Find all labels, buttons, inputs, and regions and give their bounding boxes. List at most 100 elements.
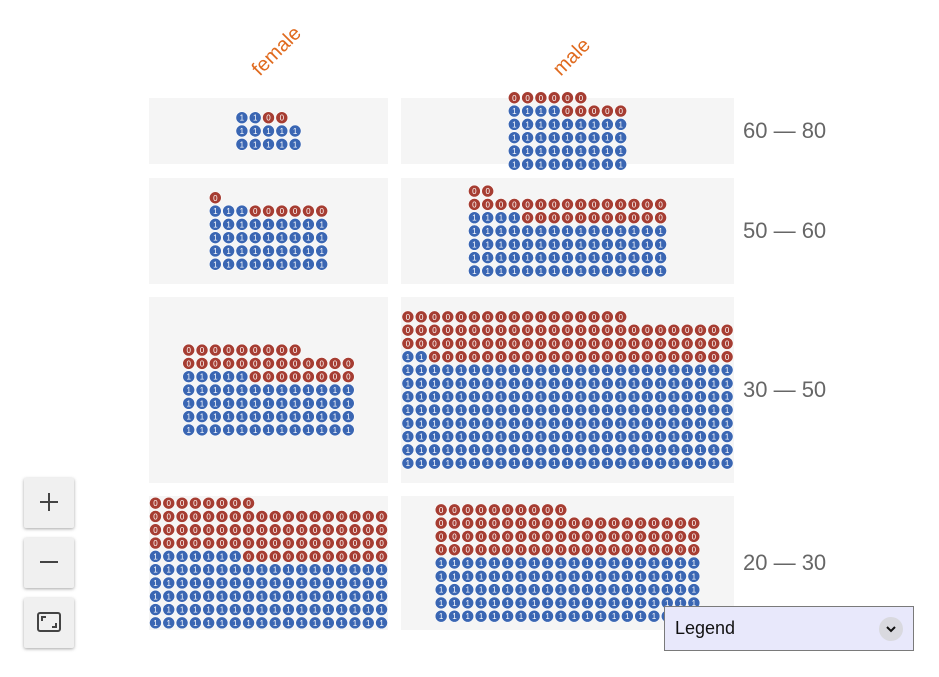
unit-dot[interactable]: 1: [222, 218, 235, 231]
unit-dot[interactable]: 1: [640, 443, 654, 457]
unit-dot[interactable]: 0: [375, 550, 388, 563]
unit-dot[interactable]: 1: [561, 377, 574, 390]
unit-dot[interactable]: 1: [660, 596, 674, 610]
unit-dot[interactable]: 0: [288, 343, 302, 357]
unit-dot[interactable]: 0: [262, 111, 275, 124]
unit-dot[interactable]: 0: [494, 310, 508, 324]
unit-dot[interactable]: 1: [594, 556, 608, 570]
unit-dot[interactable]: 1: [501, 583, 514, 596]
unit-dot[interactable]: 0: [694, 323, 707, 337]
unit-dot[interactable]: 1: [574, 264, 588, 278]
unit-dot[interactable]: 1: [567, 569, 581, 583]
unit-dot[interactable]: 1: [215, 589, 229, 603]
unit-dot[interactable]: 0: [474, 503, 488, 517]
unit-dot[interactable]: 1: [501, 556, 514, 570]
unit-dot[interactable]: 1: [534, 131, 548, 144]
unit-dot[interactable]: 1: [209, 396, 222, 410]
unit-dot[interactable]: 0: [182, 357, 195, 370]
unit-dot[interactable]: 1: [202, 603, 215, 616]
unit-dot[interactable]: 1: [501, 596, 514, 610]
unit-dot[interactable]: 1: [561, 238, 574, 251]
unit-dot[interactable]: 0: [308, 510, 322, 523]
unit-dot[interactable]: 1: [481, 403, 495, 417]
unit-dot[interactable]: 1: [527, 596, 541, 610]
unit-dot[interactable]: 1: [534, 238, 548, 251]
unit-dot[interactable]: 1: [527, 609, 541, 623]
unit-dot[interactable]: 1: [614, 377, 628, 390]
unit-dot[interactable]: 0: [242, 523, 255, 537]
unit-dot[interactable]: 1: [634, 556, 647, 570]
unit-dot[interactable]: 1: [521, 238, 534, 251]
unit-dot[interactable]: 1: [707, 456, 721, 470]
unit-dot[interactable]: 0: [242, 550, 255, 563]
unit-dot[interactable]: 0: [587, 198, 601, 211]
unit-dot[interactable]: 1: [341, 410, 355, 423]
unit-dot[interactable]: 1: [567, 609, 581, 623]
unit-dot[interactable]: 0: [414, 310, 428, 324]
unit-dot[interactable]: 1: [587, 363, 601, 377]
unit-dot[interactable]: 1: [581, 583, 594, 596]
unit-dot[interactable]: 1: [587, 456, 601, 470]
unit-dot[interactable]: 0: [594, 543, 608, 557]
unit-dot[interactable]: 1: [561, 390, 574, 403]
unit-dot[interactable]: 1: [322, 616, 335, 630]
unit-dot[interactable]: 1: [534, 403, 548, 417]
unit-dot[interactable]: 1: [547, 224, 561, 238]
unit-dot[interactable]: 1: [587, 430, 601, 443]
unit-dot[interactable]: 1: [215, 550, 229, 563]
unit-dot[interactable]: 1: [634, 583, 647, 596]
unit-dot[interactable]: 1: [627, 264, 641, 278]
unit-dot[interactable]: 0: [534, 211, 548, 224]
unit-dot[interactable]: 0: [222, 343, 235, 357]
unit-dot[interactable]: 0: [521, 211, 534, 224]
unit-dot[interactable]: 1: [680, 390, 694, 403]
unit-dot[interactable]: 1: [315, 410, 329, 423]
unit-dot[interactable]: 1: [507, 144, 521, 158]
unit-dot[interactable]: 0: [694, 350, 707, 364]
unit-dot[interactable]: 0: [607, 530, 621, 543]
unit-dot[interactable]: 1: [268, 563, 282, 576]
unit-dot[interactable]: 0: [567, 543, 581, 557]
unit-dot[interactable]: 1: [634, 596, 647, 610]
unit-dot[interactable]: 1: [720, 456, 734, 470]
unit-dot[interactable]: 1: [561, 251, 574, 264]
unit-dot[interactable]: 1: [235, 111, 249, 124]
unit-dot[interactable]: 1: [322, 576, 335, 590]
unit-dot[interactable]: 1: [468, 390, 481, 403]
unit-dot[interactable]: 0: [594, 516, 608, 530]
unit-dot[interactable]: 0: [375, 510, 388, 523]
unit-dot[interactable]: 1: [581, 556, 594, 570]
unit-dot[interactable]: 1: [687, 556, 701, 570]
unit-dot[interactable]: 1: [614, 390, 628, 403]
unit-dot[interactable]: 0: [262, 370, 275, 384]
unit-dot[interactable]: 0: [242, 510, 255, 523]
unit-dot[interactable]: 0: [601, 211, 614, 224]
unit-dot[interactable]: 1: [567, 583, 581, 596]
unit-dot[interactable]: 1: [162, 550, 176, 563]
unit-dot[interactable]: 1: [248, 138, 262, 151]
unit-dot[interactable]: 0: [189, 510, 202, 523]
unit-dot[interactable]: 1: [189, 616, 202, 630]
unit-dot[interactable]: 1: [288, 383, 302, 397]
unit-dot[interactable]: 0: [640, 323, 654, 337]
unit-dot[interactable]: 1: [308, 589, 322, 603]
unit-dot[interactable]: 1: [248, 124, 262, 138]
unit-dot[interactable]: 0: [561, 198, 574, 211]
unit-dot[interactable]: 1: [341, 423, 355, 437]
unit-dot[interactable]: 1: [202, 550, 215, 563]
unit-dot[interactable]: 1: [401, 350, 415, 364]
unit-dot[interactable]: 1: [574, 456, 588, 470]
unit-dot[interactable]: 0: [215, 536, 229, 550]
unit-dot[interactable]: 1: [414, 430, 428, 443]
unit-dot[interactable]: 1: [215, 563, 229, 576]
unit-dot[interactable]: 0: [547, 91, 561, 105]
unit-dot[interactable]: 1: [601, 251, 614, 264]
unit-dot[interactable]: 1: [614, 363, 628, 377]
unit-dot[interactable]: 1: [547, 430, 561, 443]
unit-dot[interactable]: 1: [414, 443, 428, 457]
unit-dot[interactable]: 0: [634, 530, 647, 543]
unit-dot[interactable]: 1: [521, 104, 534, 118]
unit-dot[interactable]: 0: [202, 510, 215, 523]
unit-dot[interactable]: 1: [601, 430, 614, 443]
unit-dot[interactable]: 1: [448, 583, 461, 596]
